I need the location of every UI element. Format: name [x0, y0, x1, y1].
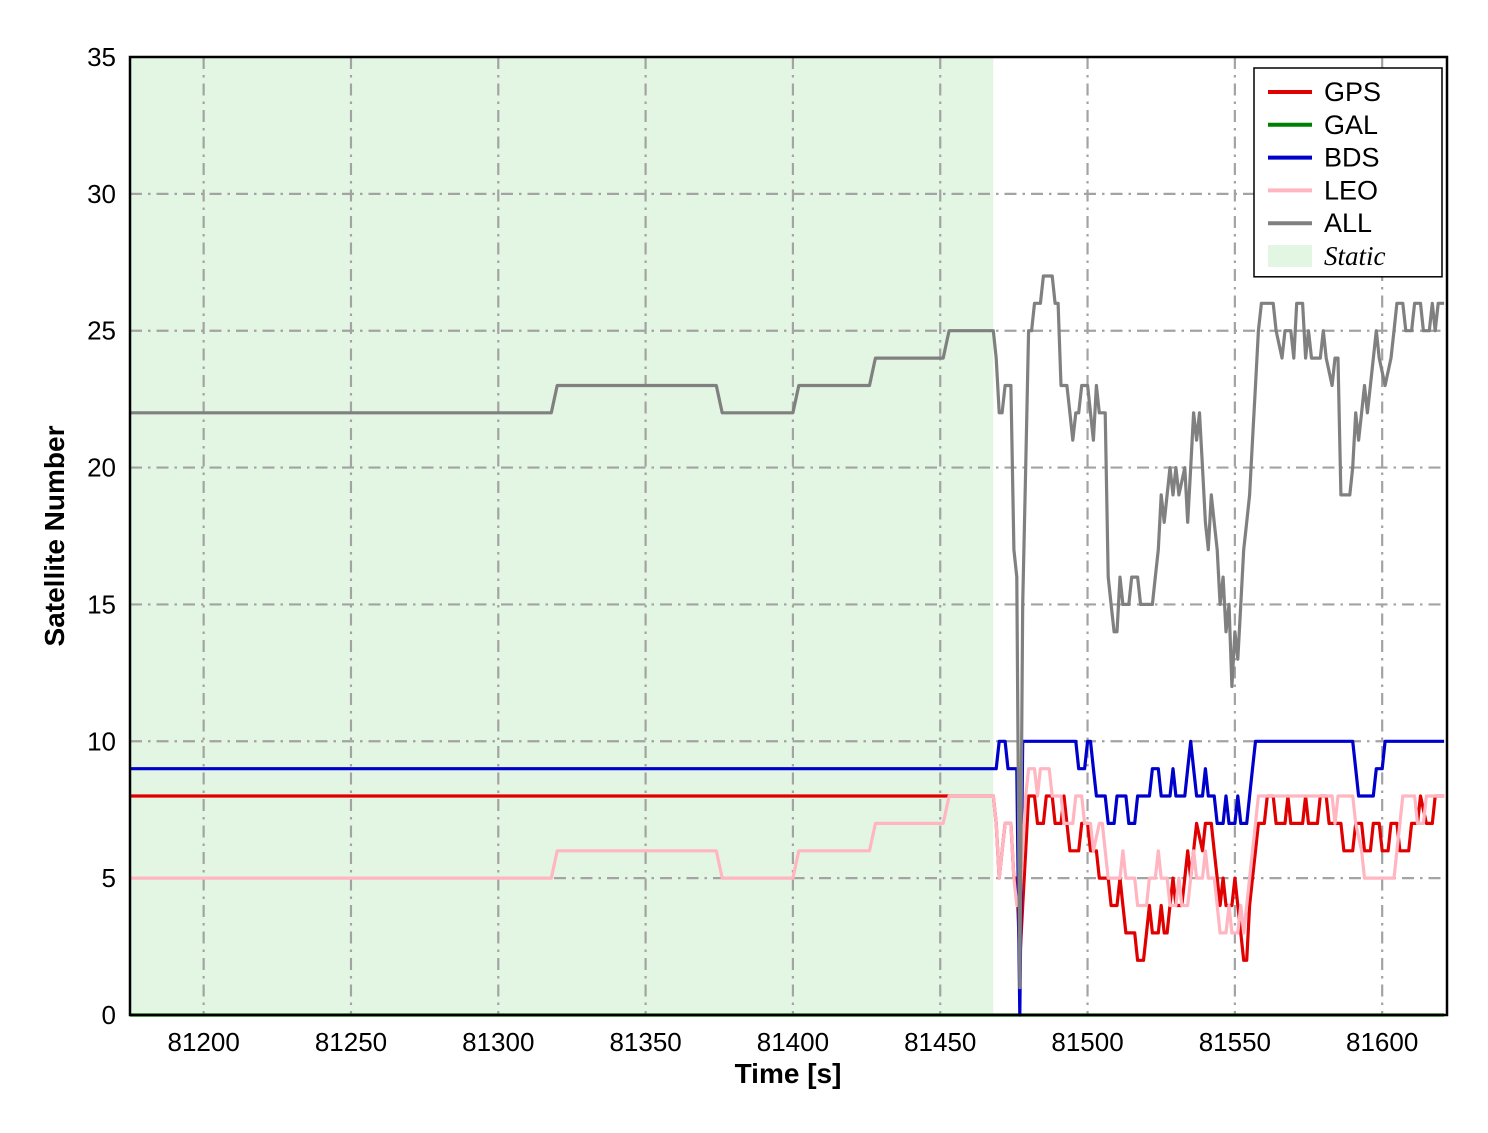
- series-bds-line: [130, 739, 1445, 1017]
- legend-label-bds: BDS: [1324, 143, 1380, 173]
- y-tick-label: 5: [102, 863, 116, 893]
- x-tick-label: 81350: [609, 1027, 681, 1057]
- series-all-line: [130, 274, 1445, 990]
- y-tick-label: 30: [87, 179, 116, 209]
- y-tick-label: 35: [87, 42, 116, 72]
- legend-label-gps: GPS: [1324, 77, 1381, 107]
- y-tick-label: 10: [87, 726, 116, 756]
- legend-label-all: ALL: [1324, 208, 1372, 238]
- x-tick-label: 81500: [1051, 1027, 1123, 1057]
- y-tick-label: 20: [87, 453, 116, 483]
- y-tick-label: 15: [87, 589, 116, 619]
- x-tick-label: 81600: [1346, 1027, 1418, 1057]
- x-tick-label: 81200: [168, 1027, 240, 1057]
- x-tick-label: 81450: [904, 1027, 976, 1057]
- y-tick-label: 25: [87, 316, 116, 346]
- y-axis-label: Satellite Number: [39, 425, 70, 647]
- x-tick-label: 81550: [1199, 1027, 1271, 1057]
- y-tick-label: 0: [102, 1000, 116, 1030]
- legend-box: [1253, 67, 1443, 278]
- legend-label-leo: LEO: [1324, 175, 1378, 205]
- x-tick-label: 81300: [462, 1027, 534, 1057]
- legend-label-gal: GAL: [1324, 110, 1378, 140]
- legend-swatch-static-patch: [1268, 245, 1312, 267]
- grid: [130, 57, 1447, 1015]
- x-axis-label: Time [s]: [734, 1058, 842, 1089]
- x-tick-label: 81400: [757, 1027, 829, 1057]
- static-region: [130, 57, 994, 1015]
- series-leo-line: [130, 767, 1445, 935]
- legend-label-static: Static: [1324, 241, 1386, 271]
- x-tick-label: 81250: [315, 1027, 387, 1057]
- plot-frame: [128, 55, 1449, 1017]
